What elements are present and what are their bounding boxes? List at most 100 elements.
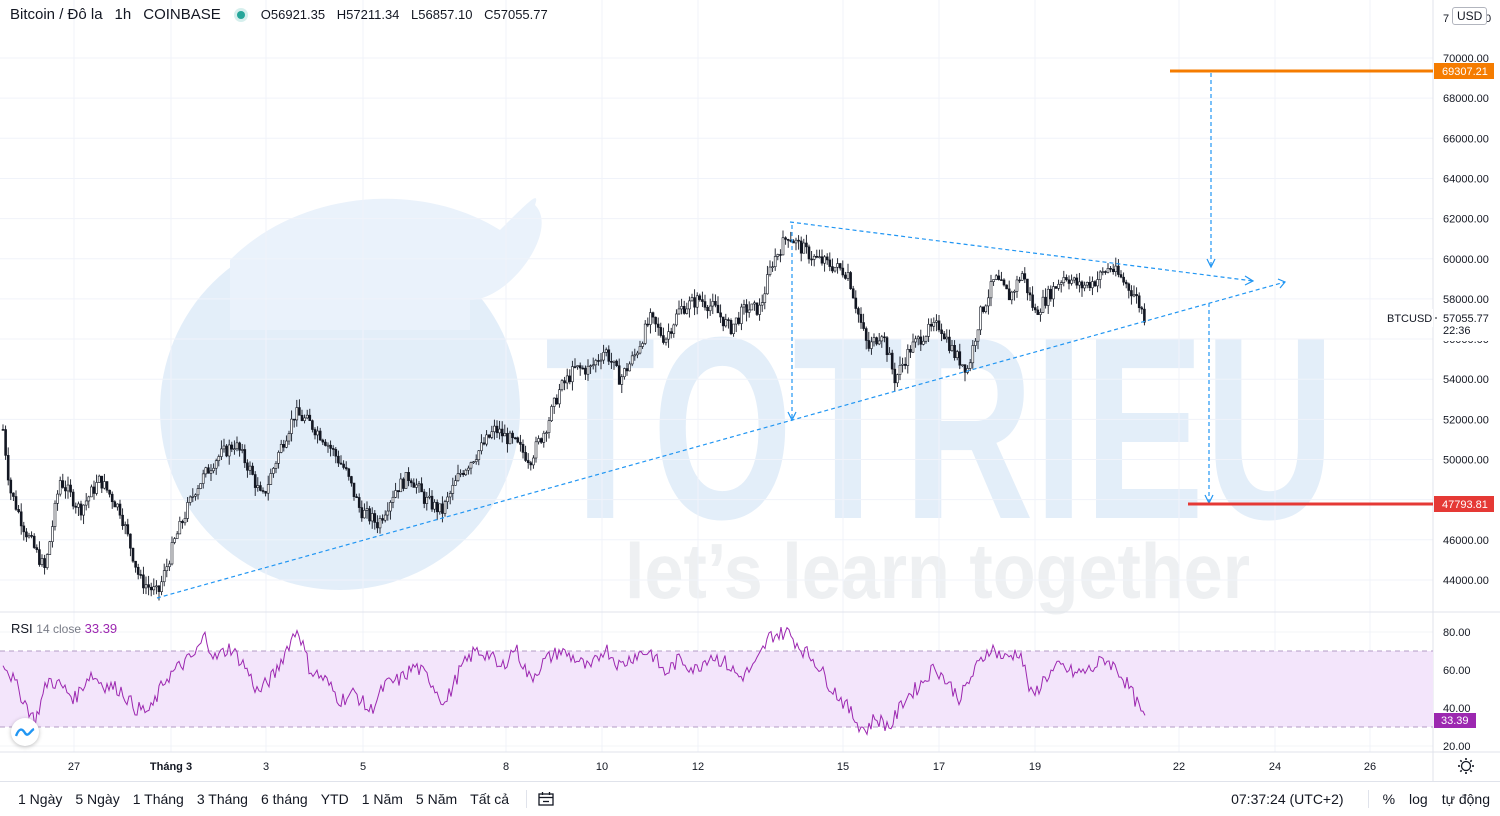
candle-body bbox=[430, 495, 434, 510]
range-button[interactable]: Tất cả bbox=[470, 791, 510, 807]
candles[interactable] bbox=[1, 230, 1146, 601]
candle-body bbox=[1020, 273, 1024, 281]
candle-body bbox=[285, 440, 288, 448]
range-button[interactable]: 5 Năm bbox=[415, 791, 458, 807]
candle-body bbox=[441, 503, 444, 514]
tradingview-logo-icon[interactable] bbox=[11, 718, 39, 746]
log-toggle[interactable]: log bbox=[1409, 791, 1428, 807]
candle-body bbox=[511, 432, 514, 439]
time-tick-label: 24 bbox=[1269, 761, 1281, 773]
candle-body bbox=[597, 360, 600, 362]
range-button[interactable]: 6 tháng bbox=[260, 791, 308, 807]
candle-body bbox=[1065, 277, 1068, 281]
candle-body bbox=[500, 428, 504, 437]
candle-body bbox=[1062, 277, 1066, 283]
symbol-legend[interactable]: Bitcoin / Đô la 1h COINBASE O56921.35 H5… bbox=[10, 6, 556, 23]
time-axis[interactable]: 27 Tháng 3 3 5 8 10 12 15 17 19 22 24 26 bbox=[68, 761, 1376, 773]
candle-body bbox=[685, 308, 689, 314]
candle-body bbox=[183, 518, 187, 524]
interval-label[interactable]: 1h bbox=[114, 6, 132, 23]
candle-body bbox=[378, 518, 382, 529]
candle-body bbox=[56, 493, 59, 504]
symbol-label-bg bbox=[1383, 309, 1433, 327]
candle-body bbox=[235, 442, 239, 450]
rsi-axis[interactable]: 80.00 60.00 40.00 20.00 bbox=[1443, 627, 1471, 753]
candle-body bbox=[160, 581, 163, 592]
candle-body bbox=[833, 266, 837, 272]
ohlc-values: O56921.35 H57211.34 L56857.10 C57055.77 bbox=[261, 7, 556, 22]
candle-body bbox=[386, 510, 390, 516]
time-tick-label: 3 bbox=[263, 761, 269, 773]
candle-body bbox=[747, 309, 751, 313]
range-button[interactable]: 3 Tháng bbox=[196, 791, 248, 807]
last-price-tag bbox=[1437, 309, 1497, 341]
range-button[interactable]: YTD bbox=[320, 791, 349, 807]
candle-body bbox=[77, 503, 80, 508]
candle-body bbox=[1, 429, 5, 431]
candle-body bbox=[537, 438, 540, 443]
rsi-line[interactable] bbox=[2, 626, 1146, 736]
candle-body bbox=[513, 437, 517, 440]
candle-body bbox=[872, 337, 876, 343]
candle-body bbox=[417, 483, 421, 486]
candle-body bbox=[682, 306, 686, 314]
candle-body bbox=[737, 317, 741, 324]
auto-toggle[interactable]: tự động bbox=[1441, 791, 1490, 807]
candle-body bbox=[422, 491, 426, 504]
candle-body bbox=[971, 345, 975, 364]
rsi-legend[interactable]: RSI 14 close 33.39 bbox=[11, 621, 117, 636]
candle-body bbox=[846, 272, 850, 279]
low-value: 56857.10 bbox=[418, 7, 473, 22]
price-tick-label: 52000.00 bbox=[1443, 414, 1489, 426]
candle-body bbox=[331, 448, 335, 450]
candle-body bbox=[779, 254, 782, 256]
candle-body bbox=[690, 297, 694, 302]
candle-body bbox=[233, 448, 236, 451]
candle-body bbox=[708, 305, 712, 312]
candle-body bbox=[155, 585, 158, 588]
settings-gear-icon[interactable] bbox=[1458, 758, 1474, 774]
descending-trendline[interactable] bbox=[789, 221, 1254, 282]
range-button[interactable]: 1 Năm bbox=[361, 791, 403, 807]
candle-body bbox=[841, 267, 845, 276]
candle-body bbox=[396, 490, 400, 493]
candle-body bbox=[1015, 279, 1019, 292]
range-button[interactable]: 1 Tháng bbox=[132, 791, 184, 807]
candle-body bbox=[173, 538, 176, 543]
date-range-icon[interactable] bbox=[537, 790, 555, 808]
percent-toggle[interactable]: % bbox=[1382, 791, 1396, 807]
candle-body bbox=[170, 542, 174, 565]
bottom-toolbar: 1 Ngày 5 Ngày 1 Tháng 3 Tháng 6 tháng YTD 1 Nă… bbox=[0, 781, 1500, 816]
candle-body bbox=[469, 462, 473, 469]
candle-body bbox=[178, 520, 182, 535]
range-button[interactable]: 1 Ngày bbox=[18, 791, 63, 807]
candle-body bbox=[810, 258, 813, 261]
candle-body bbox=[1137, 295, 1141, 309]
range-button[interactable]: 5 Ngày bbox=[75, 791, 120, 807]
candle-body bbox=[136, 566, 140, 575]
range-selector[interactable]: 1 Ngày 5 Ngày 1 Tháng 3 Tháng 6 tháng YTD 1 Nă… bbox=[18, 791, 522, 807]
clock[interactable]: 07:37:24 (UTC+2) bbox=[1231, 791, 1344, 807]
candle-body bbox=[859, 313, 863, 323]
ascending-trendline[interactable] bbox=[156, 281, 1286, 599]
candle-body bbox=[248, 465, 252, 471]
candle-body bbox=[734, 317, 738, 325]
drawings[interactable] bbox=[156, 69, 1433, 599]
exchange-label: COINBASE bbox=[143, 6, 221, 23]
chart-canvas[interactable]: TOTRIEU let’s learn together 70000.00 680… bbox=[0, 0, 1500, 781]
currency-button[interactable]: USD bbox=[1452, 7, 1488, 25]
candle-body bbox=[45, 554, 49, 568]
candle-body bbox=[612, 360, 616, 363]
high-value: 57211.34 bbox=[346, 7, 400, 22]
candle-body bbox=[38, 549, 41, 565]
last-price-value: 57055.77 bbox=[1443, 313, 1489, 325]
symbol-name[interactable]: Bitcoin / Đô la bbox=[10, 6, 103, 23]
candle-body bbox=[1028, 292, 1032, 296]
candle-body bbox=[625, 368, 629, 372]
candle-body bbox=[300, 414, 304, 421]
candle-body bbox=[482, 442, 486, 445]
candle-body bbox=[755, 302, 759, 315]
candle-body bbox=[571, 366, 574, 383]
candle-body bbox=[318, 430, 322, 441]
candle-body bbox=[812, 255, 816, 260]
